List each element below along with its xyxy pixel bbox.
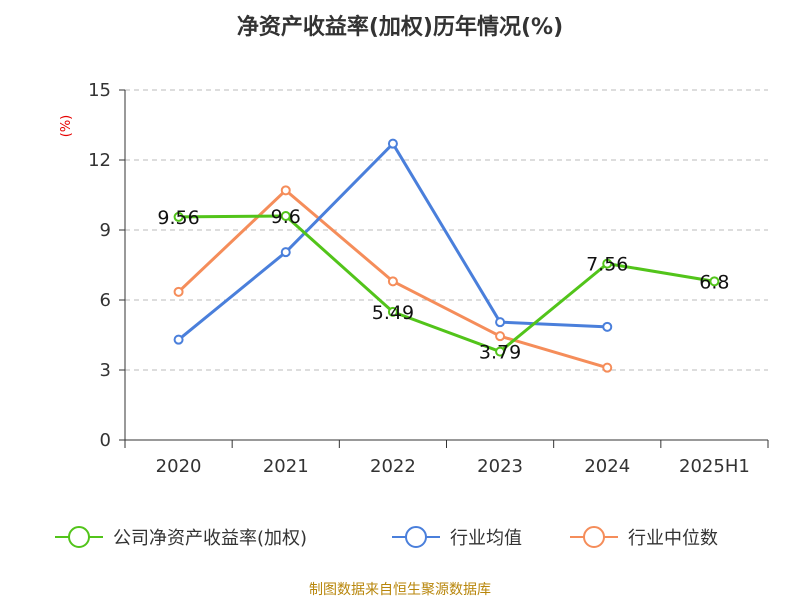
x-tick-label: 2020 <box>156 456 202 477</box>
data-label: 9.6 <box>271 206 301 228</box>
x-tick-label: 2021 <box>263 456 309 477</box>
y-tick-label: 0 <box>100 430 111 451</box>
chart-title: 净资产收益率(加权)历年情况(%) <box>237 14 563 40</box>
data-label: 9.56 <box>157 207 199 229</box>
data-point <box>495 317 506 328</box>
data-point <box>495 346 506 357</box>
axes: 0 3 6 9 12 15 2020 2021 2022 2023 2024 2025H1 <box>88 80 769 477</box>
y-tick-label: 9 <box>100 220 111 241</box>
legend-item: 公司净资产收益率(加权) <box>55 526 307 549</box>
data-labels: 9.56 9.6 5.49 3.79 7.56 6.8 <box>157 206 729 364</box>
x-tick-label: 2022 <box>370 456 416 477</box>
legend-item: 行业均值 <box>392 526 522 549</box>
data-label: 7.56 <box>586 254 628 276</box>
x-tick-label: 2024 <box>584 456 630 477</box>
y-axis-unit-label: (%) <box>59 115 74 138</box>
data-label: 5.49 <box>372 302 414 324</box>
legend-item: 行业中位数 <box>570 526 718 549</box>
data-point <box>602 321 613 332</box>
legend-swatch-marker <box>583 526 605 548</box>
data-point <box>387 276 398 287</box>
y-tick-label: 12 <box>88 150 111 171</box>
x-tick-label: 2023 <box>477 456 523 477</box>
data-point <box>709 276 720 287</box>
data-label: 6.8 <box>699 271 729 293</box>
data-label: 3.79 <box>479 342 521 364</box>
legend-label: 行业均值 <box>450 528 522 549</box>
data-point <box>173 334 184 345</box>
y-tick-label: 15 <box>88 80 111 101</box>
data-point <box>387 306 398 317</box>
data-point <box>387 138 398 149</box>
grid-lines <box>125 89 768 371</box>
data-point <box>602 258 613 269</box>
legend-swatch-marker <box>405 526 427 548</box>
data-point <box>602 362 613 373</box>
legend-label: 公司净资产收益率(加权) <box>113 528 307 549</box>
data-point <box>173 211 184 222</box>
data-point <box>280 211 291 221</box>
data-point <box>495 331 506 342</box>
legend: 公司净资产收益率(加权) 行业均值 行业中位数 <box>55 526 718 549</box>
series-line-0 <box>178 214 715 354</box>
data-point <box>280 185 291 196</box>
legend-swatch-marker <box>68 526 90 548</box>
x-tick-label: 2025H1 <box>679 456 750 477</box>
y-tick-label: 3 <box>100 360 111 381</box>
data-point <box>280 247 291 258</box>
legend-label: 行业中位数 <box>628 528 718 549</box>
series-lines <box>173 138 720 373</box>
data-point <box>173 286 184 297</box>
source-note: 制图数据来自恒生聚源数据库 <box>309 582 491 598</box>
y-tick-label: 6 <box>100 290 111 311</box>
